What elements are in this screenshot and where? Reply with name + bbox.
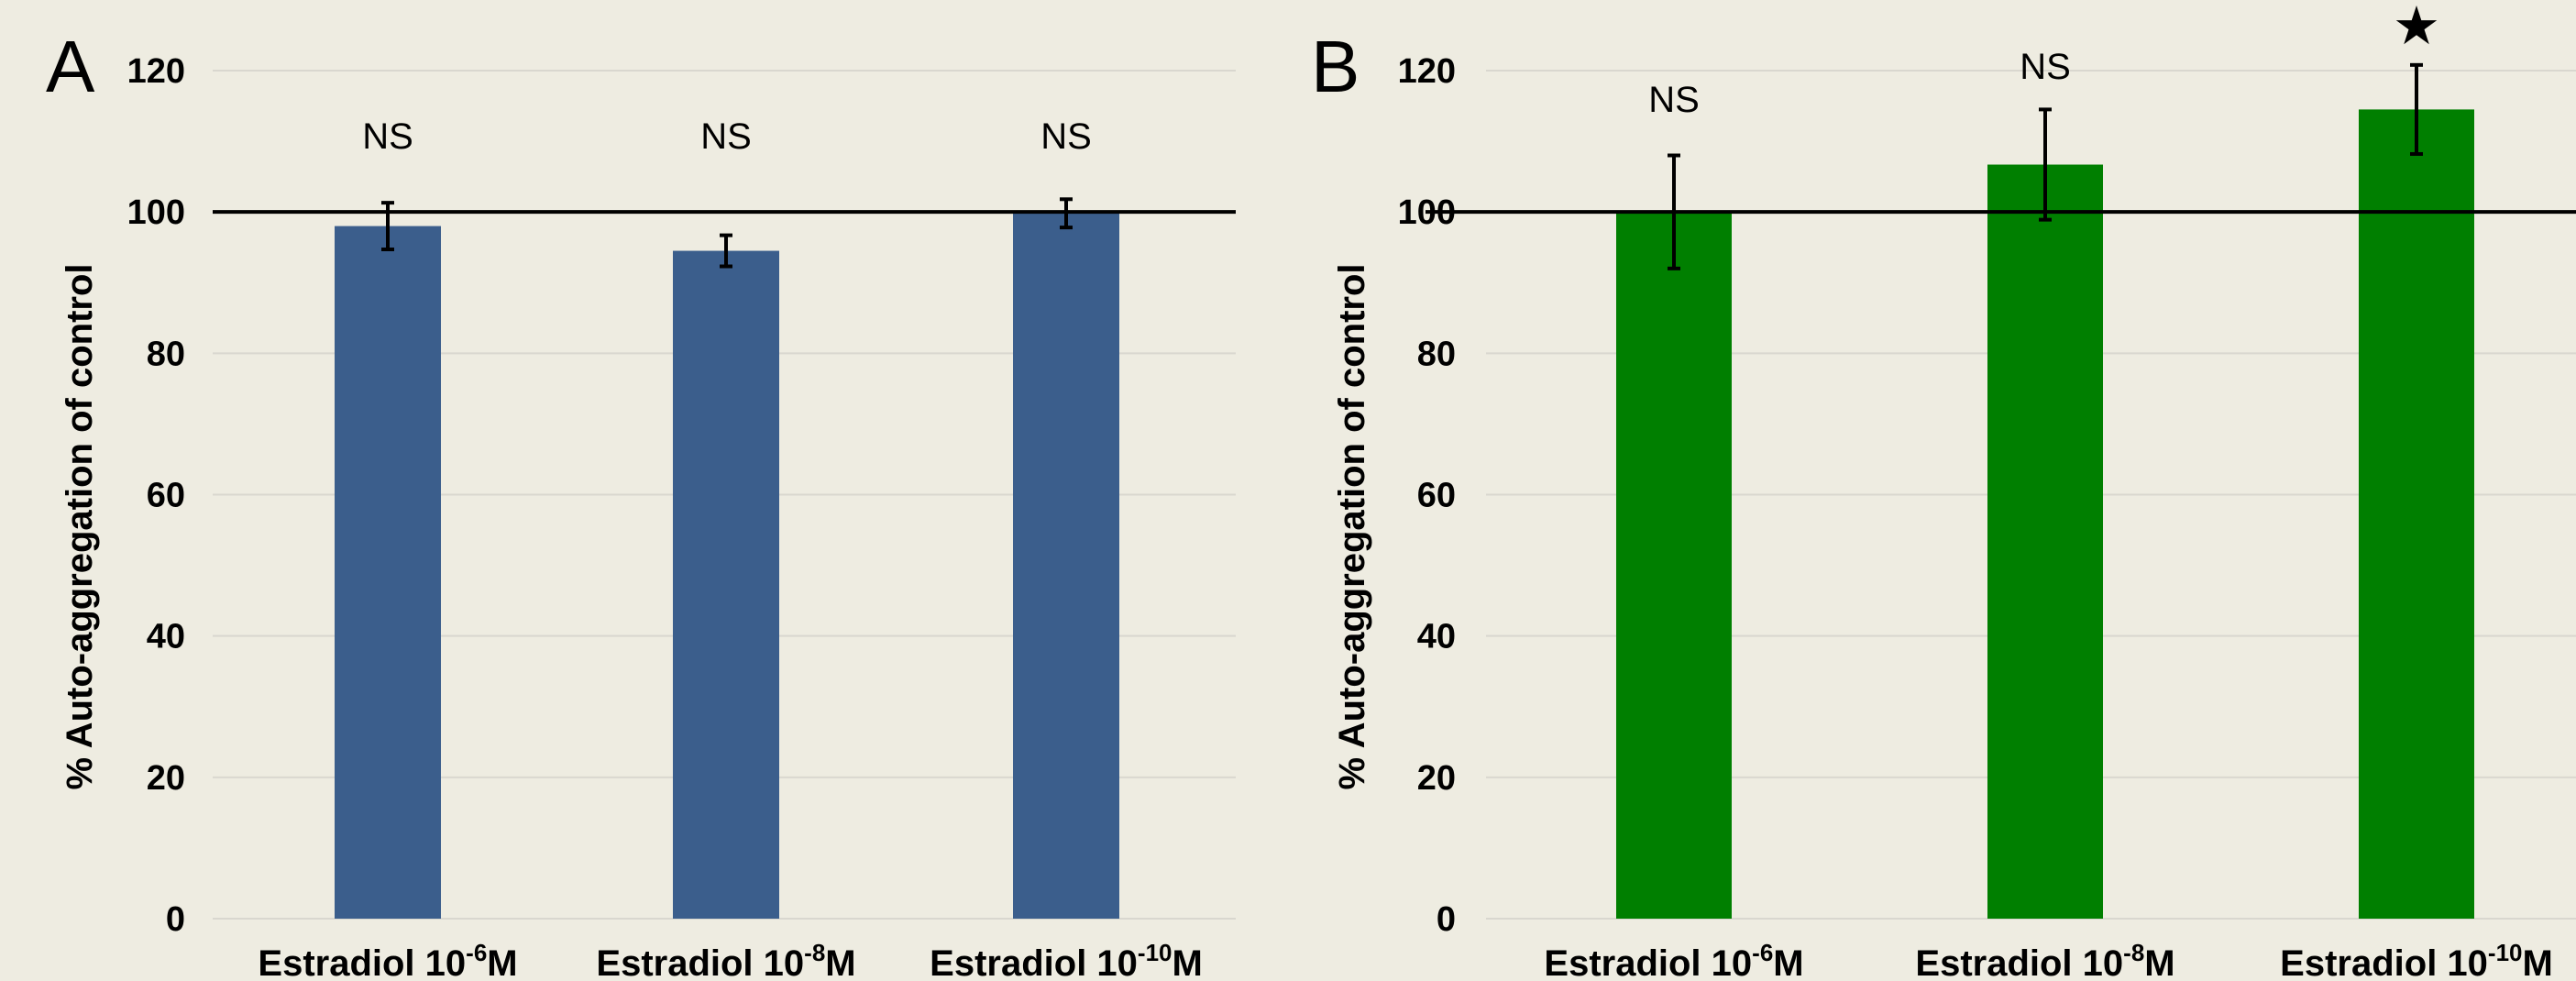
bar [1987, 164, 2103, 920]
y-tick-label: 0 [1437, 900, 1456, 939]
bar [2359, 109, 2474, 920]
x-tick-label: Estradiol 10-6M [258, 939, 517, 981]
y-tick-label: 80 [147, 335, 185, 373]
y-axis-title: % Auto-aggregation of control [1332, 263, 1372, 789]
x-tick-unit: M [2144, 943, 2174, 981]
x-tick-unit: M [2523, 943, 2553, 981]
x-tick-label: Estradiol 10-10M [2280, 939, 2553, 981]
y-tick-label: 20 [147, 759, 185, 798]
panel-letter: A [46, 26, 95, 107]
x-tick-exponent: -10 [1138, 939, 1172, 966]
y-tick-label: 40 [1417, 618, 1456, 656]
x-tick-unit: M [1773, 943, 1803, 981]
error-bar [720, 233, 732, 269]
x-tick-exponent: -6 [1752, 939, 1773, 966]
y-tick-label: 120 [1398, 52, 1456, 91]
y-tick-label: 120 [127, 52, 185, 91]
significance-label: NS [1648, 80, 1700, 120]
panel-letter: B [1311, 26, 1360, 107]
error-bar [1668, 153, 1680, 270]
x-tick-label: Estradiol 10-8M [596, 939, 855, 981]
y-axis-title: % Auto-aggregation of control [60, 263, 100, 789]
bar [1013, 213, 1119, 920]
error-bar [1060, 197, 1073, 230]
x-tick-exponent: -10 [2488, 939, 2523, 966]
x-tick-unit: M [1172, 943, 1203, 981]
significance-label: NS [2020, 47, 2071, 87]
x-tick-base: Estradiol 10 [1544, 943, 1752, 981]
bar [673, 250, 779, 919]
x-tick-label: Estradiol 10-6M [1544, 939, 1803, 981]
x-tick-exponent: -6 [466, 939, 487, 966]
significance-star: ★ [2393, 0, 2440, 57]
x-tick-unit: M [825, 943, 855, 981]
bar [335, 226, 441, 920]
error-bar [2410, 62, 2423, 156]
y-tick-label: 60 [1417, 477, 1456, 515]
x-tick-unit: M [487, 943, 517, 981]
error-bar [2039, 107, 2052, 222]
bar [1616, 212, 1732, 919]
y-tick-label: 100 [127, 193, 185, 232]
x-tick-exponent: -8 [2123, 939, 2144, 966]
x-tick-base: Estradiol 10 [930, 943, 1138, 981]
x-tick-base: Estradiol 10 [258, 943, 466, 981]
significance-label: NS [1040, 116, 1092, 157]
y-tick-label: 80 [1417, 335, 1456, 373]
x-tick-base: Estradiol 10 [1915, 943, 2123, 981]
y-tick-label: 60 [147, 477, 185, 515]
y-tick-label: 20 [1417, 759, 1456, 798]
x-tick-exponent: -8 [804, 939, 825, 966]
significance-label: NS [362, 116, 413, 157]
x-tick-label: Estradiol 10-10M [930, 939, 1203, 981]
y-tick-label: 40 [147, 618, 185, 656]
error-bar [381, 201, 394, 252]
x-tick-base: Estradiol 10 [596, 943, 804, 981]
x-tick-base: Estradiol 10 [2280, 943, 2488, 981]
x-tick-label: Estradiol 10-8M [1915, 939, 2174, 981]
significance-label: NS [700, 116, 752, 157]
y-tick-label: 0 [166, 900, 185, 939]
